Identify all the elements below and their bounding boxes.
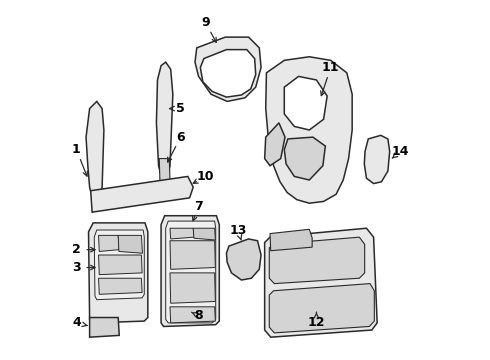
Polygon shape — [364, 135, 390, 184]
Text: 4: 4 — [72, 316, 81, 329]
Polygon shape — [161, 216, 220, 327]
Polygon shape — [159, 158, 170, 184]
Polygon shape — [270, 284, 374, 333]
Text: 9: 9 — [201, 16, 210, 29]
Polygon shape — [156, 62, 173, 180]
Polygon shape — [270, 237, 365, 284]
Polygon shape — [195, 37, 261, 102]
Polygon shape — [91, 176, 193, 212]
Text: 3: 3 — [72, 261, 81, 274]
Polygon shape — [284, 137, 325, 180]
Polygon shape — [265, 228, 377, 337]
Polygon shape — [170, 228, 194, 239]
Text: 12: 12 — [308, 316, 325, 329]
Polygon shape — [89, 223, 148, 323]
Text: 5: 5 — [176, 102, 185, 115]
Polygon shape — [90, 318, 119, 337]
Text: 13: 13 — [229, 224, 246, 237]
Polygon shape — [270, 229, 312, 251]
Polygon shape — [118, 235, 143, 253]
Text: 2: 2 — [72, 243, 81, 256]
Polygon shape — [166, 221, 216, 323]
Polygon shape — [266, 57, 352, 203]
Polygon shape — [200, 50, 256, 97]
Text: 10: 10 — [197, 170, 215, 183]
Text: 11: 11 — [322, 61, 340, 74]
Polygon shape — [226, 239, 261, 280]
Text: 7: 7 — [194, 200, 203, 213]
Polygon shape — [170, 241, 215, 269]
Polygon shape — [284, 76, 327, 130]
Polygon shape — [94, 230, 144, 300]
Polygon shape — [98, 278, 142, 294]
Text: 1: 1 — [72, 143, 81, 156]
Text: 8: 8 — [194, 309, 203, 322]
Text: 6: 6 — [176, 131, 185, 144]
Text: 14: 14 — [392, 145, 409, 158]
Polygon shape — [193, 228, 215, 240]
Polygon shape — [170, 273, 215, 303]
Polygon shape — [265, 123, 285, 166]
Polygon shape — [98, 235, 119, 251]
Polygon shape — [170, 307, 215, 323]
Polygon shape — [98, 255, 142, 275]
Polygon shape — [86, 102, 104, 202]
